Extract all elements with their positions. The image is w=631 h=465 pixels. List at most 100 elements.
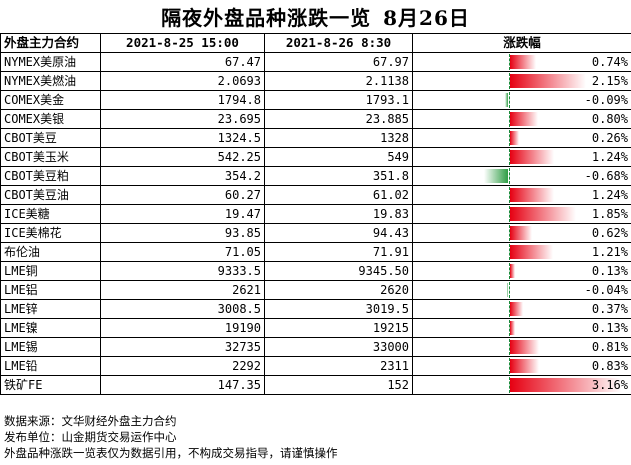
contract-name: ICE美糖: [0, 204, 101, 224]
change-percent: 0.81%: [591, 340, 628, 354]
footer-notes: 数据来源：文华财经外盘主力合约 发布单位：山金期货交易运作中心 外盘品种涨跌一览…: [4, 413, 338, 461]
databar-up: [510, 188, 554, 202]
change-cell: 1.24%: [412, 185, 631, 205]
change-cell: -0.04%: [412, 280, 631, 300]
change-cell: 1.21%: [412, 242, 631, 262]
databar-down: [484, 169, 508, 183]
price-date-1: 3008.5: [100, 299, 265, 319]
price-date-2: 67.97: [264, 52, 413, 72]
price-date-1: 1324.5: [100, 128, 265, 148]
databar-axis: [509, 339, 510, 355]
databar-up: [510, 150, 554, 164]
change-percent: 0.83%: [591, 359, 628, 373]
change-percent: 1.85%: [591, 207, 628, 221]
header-contract: 外盘主力合约: [0, 33, 101, 53]
table-row: COMEX美金 1794.8 1793.1 -0.09%: [0, 90, 631, 110]
databar-up: [510, 112, 538, 126]
price-date-2: 71.91: [264, 242, 413, 262]
change-percent: 0.26%: [591, 131, 628, 145]
footer-publisher: 发布单位：山金期货交易运作中心: [4, 430, 177, 444]
change-percent: 0.37%: [591, 302, 628, 316]
databar-up: [510, 378, 622, 392]
price-date-2: 2620: [264, 280, 413, 300]
price-date-1: 71.05: [100, 242, 265, 262]
change-percent: 2.15%: [591, 74, 628, 88]
databar-axis: [509, 320, 510, 336]
title-date: 8月26日: [383, 6, 470, 30]
databar-axis: [509, 54, 510, 70]
change-percent: 1.21%: [591, 245, 628, 259]
databar-up: [510, 74, 586, 88]
table-row: NYMEX美燃油 2.0693 2.1138 2.15%: [0, 71, 631, 91]
table-row: COMEX美银 23.695 23.885 0.80%: [0, 109, 631, 129]
databar-axis: [509, 263, 510, 279]
contract-name: NYMEX美燃油: [0, 71, 101, 91]
price-date-2: 549: [264, 147, 413, 167]
price-date-1: 67.47: [100, 52, 265, 72]
databar-axis: [509, 168, 510, 184]
price-date-1: 23.695: [100, 109, 265, 129]
databar-axis: [509, 149, 510, 165]
contract-name: LME镍: [0, 318, 101, 338]
price-date-1: 19190: [100, 318, 265, 338]
databar-up: [510, 340, 539, 354]
price-date-1: 19.47: [100, 204, 265, 224]
price-date-2: 9345.50: [264, 261, 413, 281]
contract-name: ICE美棉花: [0, 223, 101, 243]
price-date-2: 19.83: [264, 204, 413, 224]
change-percent: 1.24%: [591, 188, 628, 202]
price-date-1: 93.85: [100, 223, 265, 243]
table-row: LME铝 2621 2620 -0.04%: [0, 280, 631, 300]
price-date-1: 354.2: [100, 166, 265, 186]
change-cell: 0.62%: [412, 223, 631, 243]
table-row: 铁矿FE 147.35 152 3.16%: [0, 375, 631, 395]
table-row: LME锌 3008.5 3019.5 0.37%: [0, 299, 631, 319]
databar-axis: [509, 244, 510, 260]
price-date-2: 61.02: [264, 185, 413, 205]
change-cell: 1.24%: [412, 147, 631, 167]
price-date-1: 1794.8: [100, 90, 265, 110]
contract-name: LME锡: [0, 337, 101, 357]
databar-axis: [509, 187, 510, 203]
change-percent: 0.80%: [591, 112, 628, 126]
databar-axis: [509, 130, 510, 146]
databar-up: [510, 131, 519, 145]
price-date-2: 3019.5: [264, 299, 413, 319]
change-cell: 0.81%: [412, 337, 631, 357]
contract-name: NYMEX美原油: [0, 52, 101, 72]
contract-name: CBOT美玉米: [0, 147, 101, 167]
change-percent: 3.16%: [591, 378, 628, 392]
header-row: 外盘主力合约 2021-8-25 15:00 2021-8-26 8:30 涨跌…: [0, 33, 631, 53]
change-cell: 0.26%: [412, 128, 631, 148]
table-row: LME锡 32735 33000 0.81%: [0, 337, 631, 357]
quote-table: 外盘主力合约 2021-8-25 15:00 2021-8-26 8:30 涨跌…: [0, 33, 631, 395]
price-date-2: 2311: [264, 356, 413, 376]
change-cell: -0.09%: [412, 90, 631, 110]
databar-axis: [509, 92, 510, 108]
databar-up: [510, 245, 553, 259]
change-percent: 1.24%: [591, 150, 628, 164]
price-date-1: 2292: [100, 356, 265, 376]
header-change: 涨跌幅: [412, 33, 631, 53]
contract-name: 铁矿FE: [0, 375, 101, 395]
contract-name: CBOT美豆: [0, 128, 101, 148]
price-date-1: 542.25: [100, 147, 265, 167]
change-percent: 0.13%: [591, 264, 628, 278]
change-cell: 0.74%: [412, 52, 631, 72]
price-date-2: 1793.1: [264, 90, 413, 110]
price-date-1: 32735: [100, 337, 265, 357]
header-date-2: 2021-8-26 8:30: [264, 33, 413, 53]
table-row: LME铜 9333.5 9345.50 0.13%: [0, 261, 631, 281]
contract-name: COMEX美银: [0, 109, 101, 129]
price-date-1: 147.35: [100, 375, 265, 395]
table-row: LME镍 19190 19215 0.13%: [0, 318, 631, 338]
contract-name: 布伦油: [0, 242, 101, 262]
contract-name: LME铝: [0, 280, 101, 300]
table-row: CBOT美玉米 542.25 549 1.24%: [0, 147, 631, 167]
change-percent: -0.04%: [584, 283, 628, 297]
contract-name: COMEX美金: [0, 90, 101, 110]
databar-down: [507, 283, 508, 297]
price-date-2: 152: [264, 375, 413, 395]
table-row: ICE美糖 19.47 19.83 1.85%: [0, 204, 631, 224]
